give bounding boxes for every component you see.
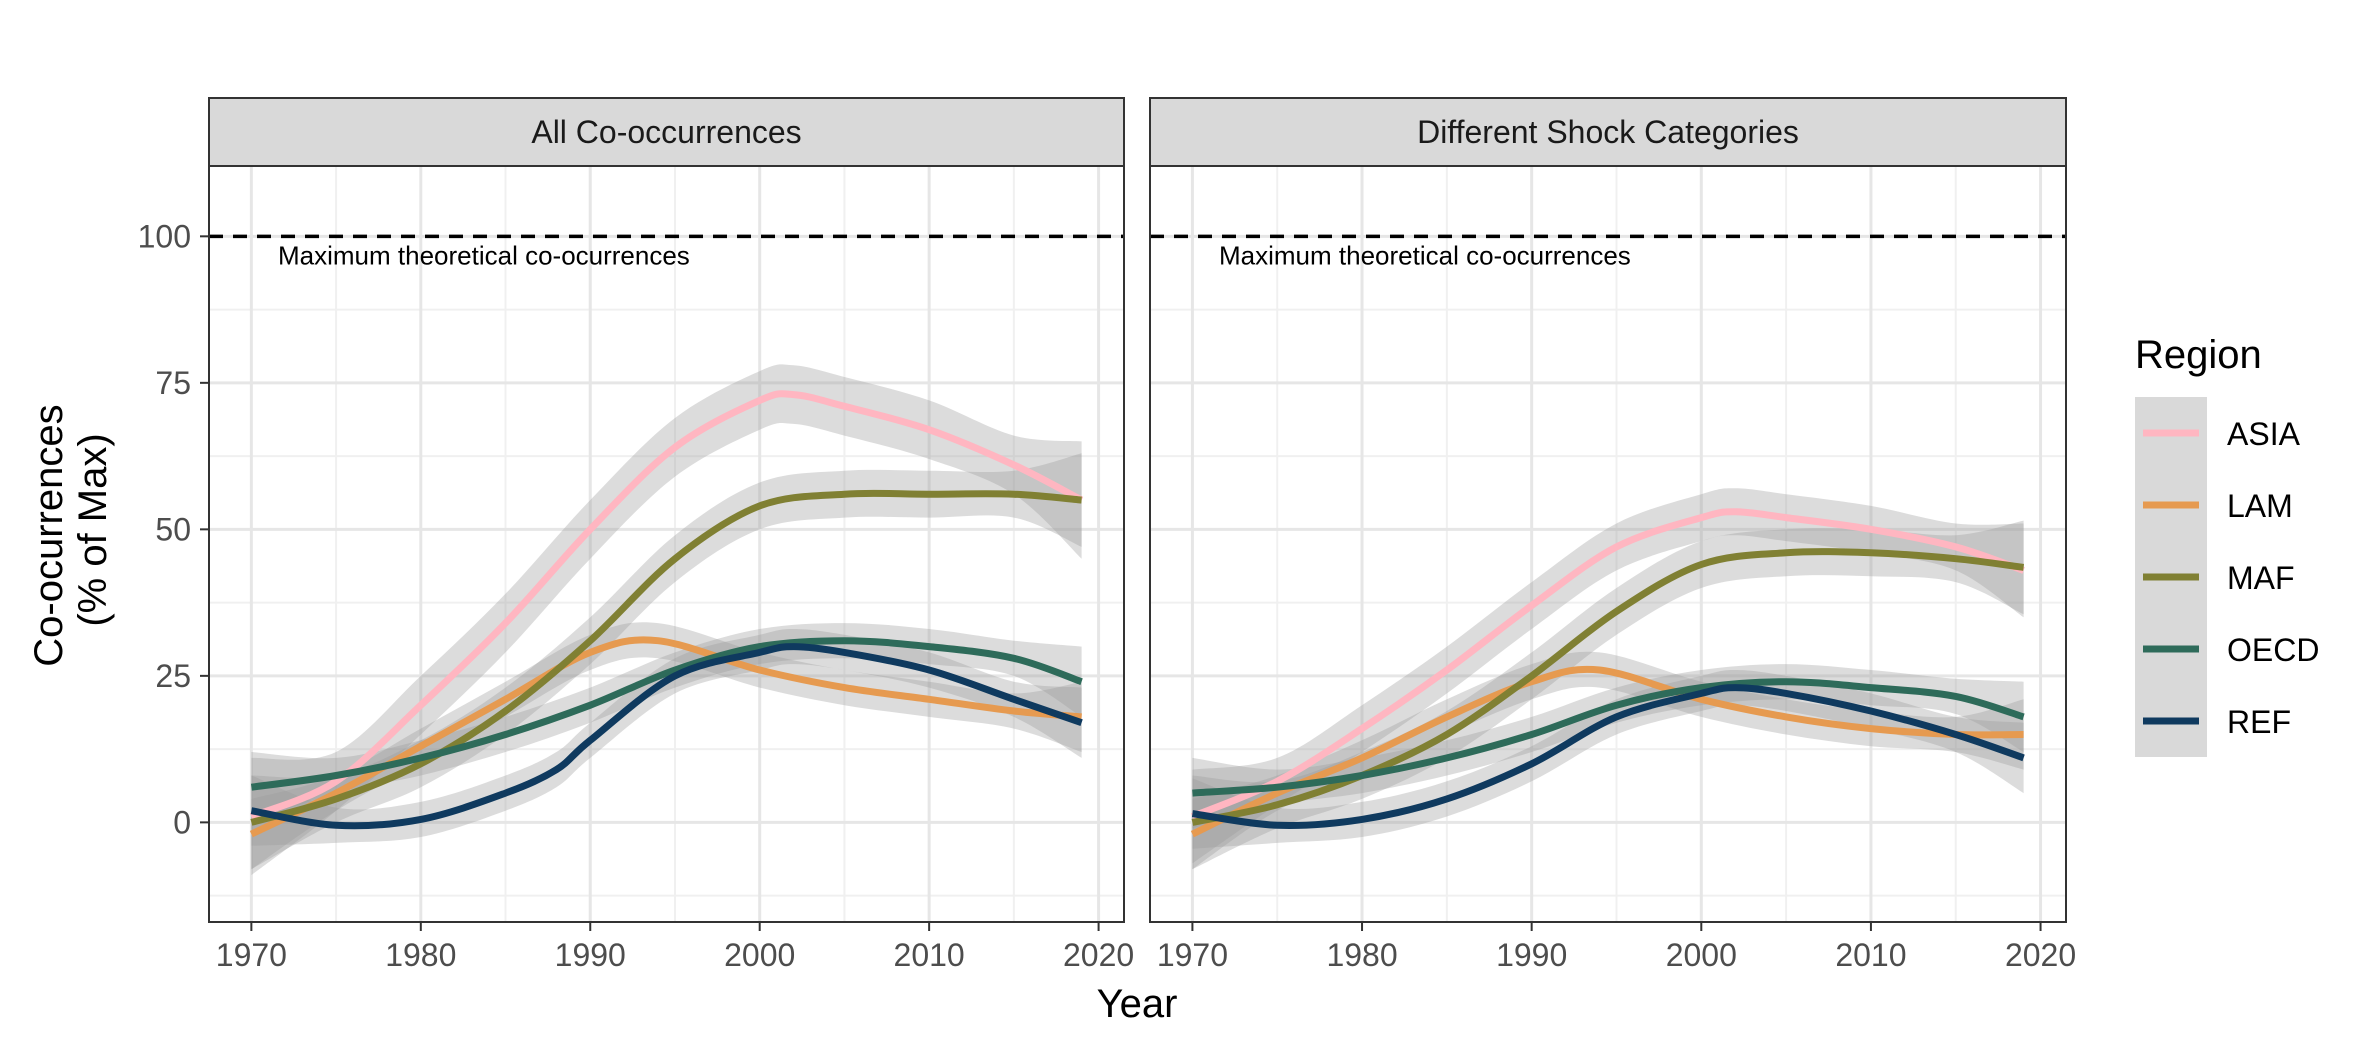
legend-label: OECD xyxy=(2227,632,2319,668)
facet-strip-title: Different Shock Categories xyxy=(1417,114,1799,150)
confidence-band-oecd xyxy=(1192,664,2024,829)
x-tick-label: 1980 xyxy=(385,937,456,973)
series-lines xyxy=(1190,508,2025,838)
y-axis: 0 25 50 75 100 xyxy=(138,218,209,840)
y-tick-label: 75 xyxy=(155,365,191,401)
series-line-asia xyxy=(250,390,1084,820)
y-axis-title: Co-ocurrences (% of Max) xyxy=(27,393,115,666)
panel-border xyxy=(1149,165,2067,923)
x-tick-label: 1990 xyxy=(555,937,626,973)
x-tick-label: 2010 xyxy=(894,937,965,973)
confidence-band-asia xyxy=(1192,488,2024,864)
confidence-bands xyxy=(1192,488,2024,870)
series-line-oecd xyxy=(250,637,1083,791)
legend-label: MAF xyxy=(2227,560,2295,596)
series-line-maf xyxy=(250,489,1082,826)
y-tick-label: 50 xyxy=(155,511,191,547)
y-axis-title-line-1: Co-ocurrences xyxy=(27,404,71,666)
legend: Region ASIA LAM MAF OECD REF xyxy=(2135,333,2319,757)
x-tick-label: 2010 xyxy=(1835,937,1906,973)
series-line-ref xyxy=(1191,684,2025,829)
x-tick-label: 1970 xyxy=(1157,937,1228,973)
panel-background xyxy=(209,166,1124,922)
panel-2: Different Shock Categories Maximum theore… xyxy=(1149,97,2076,973)
series-line-maf xyxy=(1191,548,2025,826)
reference-line-label: Maximum theoretical co-ocurrences xyxy=(1219,240,1631,270)
series-line-lam xyxy=(1190,665,2024,838)
series-line-oecd xyxy=(1192,678,2025,797)
legend-label: REF xyxy=(2227,704,2291,740)
x-tick-label: 1970 xyxy=(216,937,287,973)
y-tick-label: 0 xyxy=(173,804,191,840)
panel-1: All Co-occurrences Maximum theoretical co… xyxy=(138,97,1134,973)
legend-item-ref: REF xyxy=(2143,704,2291,740)
x-axis: 1970 1980 1990 2000 2010 2020 xyxy=(216,922,1134,973)
confidence-band-maf xyxy=(1192,520,2024,870)
confidence-band-maf xyxy=(251,453,1082,870)
confidence-band-lam xyxy=(1192,651,2024,870)
series-line-ref xyxy=(250,643,1083,830)
x-tick-label: 1990 xyxy=(1496,937,1567,973)
confidence-band-ref xyxy=(1192,670,2024,849)
legend-label: ASIA xyxy=(2227,416,2301,452)
panels-layer: All Co-occurrences Maximum theoretical co… xyxy=(138,97,2076,973)
legend-item-maf: MAF xyxy=(2143,560,2295,596)
confidence-band-oecd xyxy=(251,623,1082,823)
facet-strip-title: All Co-occurrences xyxy=(531,114,801,150)
reference-line-label: Maximum theoretical co-ocurrences xyxy=(278,240,690,270)
x-axis: 1970 1980 1990 2000 2010 2020 xyxy=(1157,922,2076,973)
facet-strip xyxy=(208,97,1125,167)
facet-strip xyxy=(1149,97,2067,167)
series-line-asia xyxy=(1191,508,2025,820)
legend-item-asia: ASIA xyxy=(2143,416,2301,452)
y-tick-label: 25 xyxy=(155,658,191,694)
series-lines xyxy=(249,390,1084,838)
x-tick-label: 2000 xyxy=(1666,937,1737,973)
legend-item-oecd: OECD xyxy=(2143,632,2319,668)
x-tick-label: 2020 xyxy=(2005,937,2076,973)
y-axis-title-line-2: (% of Max) xyxy=(71,433,115,626)
x-tick-label: 1980 xyxy=(1326,937,1397,973)
panel-border xyxy=(208,165,1125,923)
y-tick-label: 100 xyxy=(138,218,191,254)
x-tick-label: 2000 xyxy=(724,937,795,973)
legend-label: LAM xyxy=(2227,488,2293,524)
legend-item-lam: LAM xyxy=(2143,488,2293,524)
legend-title: Region xyxy=(2135,333,2262,377)
x-tick-label: 2020 xyxy=(1063,937,1134,973)
confidence-band-asia xyxy=(251,364,1082,876)
confidence-band-lam xyxy=(251,622,1082,870)
x-axis-title: Year xyxy=(1097,982,1178,1026)
